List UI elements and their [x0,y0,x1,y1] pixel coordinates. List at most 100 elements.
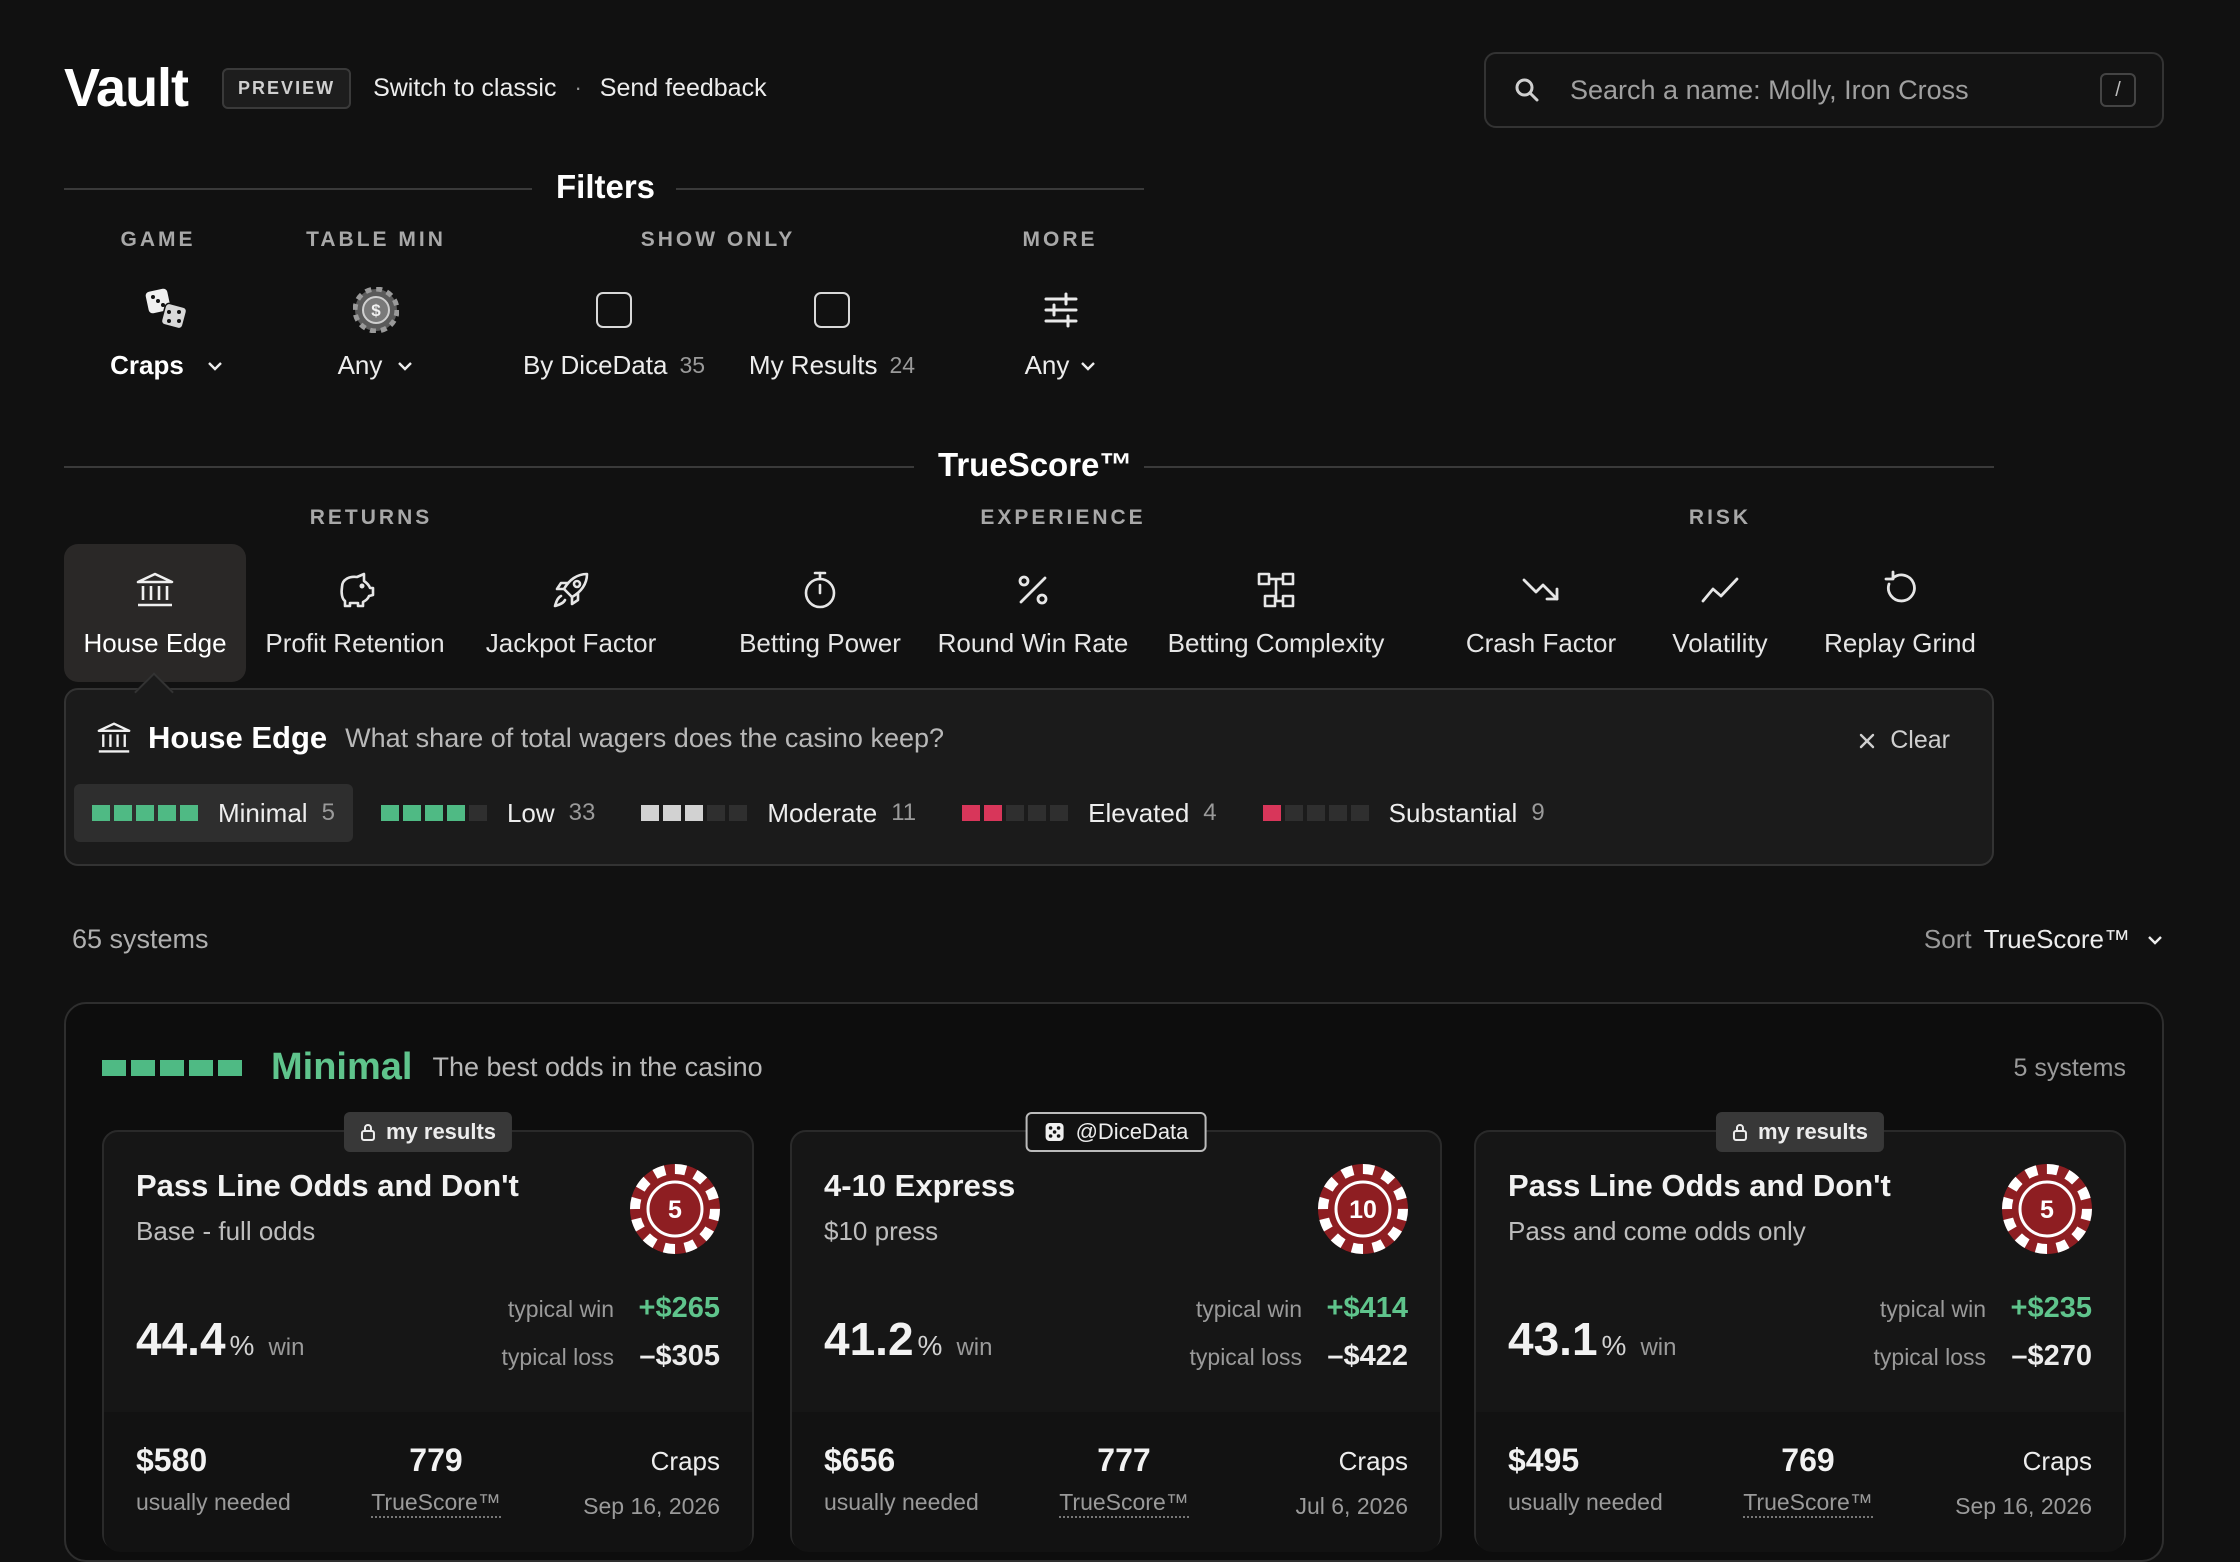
level-option-moderate[interactable]: Moderate 11 [623,784,934,842]
chip-icon: 10 [1318,1164,1408,1254]
sliders-icon [1042,286,1080,334]
by-dicedata-filter[interactable]: By DiceData 35 [518,286,710,381]
card-tag: @DiceData [1025,1112,1207,1152]
typical-win-label: typical win [1195,1296,1302,1322]
truescore-value: 769 [1781,1442,1835,1478]
header: Vault PREVIEW Switch to classic · Send f… [64,52,767,124]
typical-win-value: +$235 [2010,1292,2092,1324]
game-filter-value: Craps [110,350,184,380]
level-count: 11 [891,799,917,826]
win-pct: 44.4 [136,1313,226,1365]
bank-icon [97,722,131,753]
card-date: Sep 16, 2026 [1955,1493,2092,1519]
chip-icon: 5 [630,1164,720,1254]
experience-heading: EXPERIENCE [980,506,1146,529]
detail-title: House Edge [148,720,328,755]
clear-button[interactable]: Clear [1858,726,1950,755]
house-edge-detail-panel: House Edge What share of total wagers do… [64,688,1994,866]
game-name: Craps [1338,1446,1408,1476]
group-count: 5 systems [2013,1054,2126,1082]
switch-to-classic-link[interactable]: Switch to classic [373,73,557,102]
lock-icon [360,1124,375,1141]
truescore-label[interactable]: TrueScore™ [1059,1489,1189,1518]
table-min-heading: TABLE MIN [306,228,446,251]
pct-sign: % [229,1330,255,1361]
risk-heading: RISK [1688,506,1752,529]
search-box[interactable]: / [1484,52,2164,128]
dice-icon [1045,1123,1064,1141]
card-footer: $656 usually needed 777 TrueScore™ Craps Jul … [792,1412,1440,1552]
typical-win-value: +$414 [1326,1292,1408,1324]
chevron-down-icon [398,361,413,371]
more-filter[interactable]: Any [1006,286,1116,381]
send-feedback-link[interactable]: Send feedback [599,73,767,102]
level-option-minimal[interactable]: Minimal 5 [74,784,353,842]
header-separator: · [574,75,582,100]
truescore-label[interactable]: TrueScore™ [371,1489,501,1518]
by-dicedata-count: 35 [679,352,706,378]
needed-value: $656 [824,1442,896,1478]
needed-label: usually needed [136,1489,291,1515]
tab-profit-retention[interactable]: Profit Retention [254,544,456,682]
level-bars [641,805,751,821]
tab-round-win-rate[interactable]: Round Win Rate [930,544,1136,682]
chip-value: 5 [2040,1196,2054,1224]
level-name: Low [506,797,555,828]
pct-sign: % [1601,1330,1627,1361]
system-card[interactable]: @DiceData 4-10 Express $10 press 10 41.2% win… [790,1112,1442,1552]
typical-win-value: +$265 [638,1292,720,1324]
my-results-checkbox[interactable] [814,292,850,328]
tab-volatility[interactable]: Volatility [1652,544,1788,682]
level-option-elevated[interactable]: Elevated 4 [944,784,1235,842]
app-logo[interactable]: Vault [64,58,189,118]
svg-text:$: $ [371,301,381,320]
search-input[interactable] [1568,73,2100,107]
chevron-down-icon [207,361,222,371]
tab-replay-grind[interactable]: Replay Grind [1810,544,1990,682]
preview-badge: PREVIEW [222,67,352,109]
level-option-substantial[interactable]: Substantial 9 [1245,784,1563,842]
truescore-label[interactable]: TrueScore™ [1743,1489,1873,1518]
dice-icon [144,286,190,334]
stopwatch-icon [801,568,839,612]
level-option-low[interactable]: Low 33 [363,784,613,842]
search-shortcut-key: / [2100,73,2136,107]
sort-dropdown[interactable]: Sort TrueScore™ [1924,924,2164,955]
chip-icon: 5 [2002,1164,2092,1254]
tab-jackpot-factor[interactable]: Jackpot Factor [470,544,672,682]
tab-crash-factor[interactable]: Crash Factor [1448,544,1634,682]
system-card[interactable]: my results Pass Line Odds and Don't Base -… [102,1112,754,1552]
my-results-count: 24 [889,352,916,378]
win-rate: 44.4% win [136,1312,304,1366]
tab-betting-complexity[interactable]: Betting Complexity [1158,544,1394,682]
tab-label: Jackpot Factor [485,627,657,658]
more-filter-value: Any [1024,350,1070,380]
card-name: 4-10 Express [824,1168,1016,1203]
level-count: 5 [321,799,335,826]
system-card[interactable]: my results Pass Line Odds and Don't Pass a… [1474,1112,2126,1552]
tab-betting-power[interactable]: Betting Power [724,544,916,682]
win-rate: 43.1% win [1508,1312,1676,1366]
lock-icon [1732,1124,1747,1141]
sort-value: TrueScore™ [1983,924,2130,954]
coin-icon: $ [353,286,399,334]
trend-down-icon [1521,568,1561,612]
card-tag: my results [1715,1112,1885,1152]
typical-win-label: typical win [1879,1296,1986,1322]
chevron-down-icon [2148,935,2162,945]
card-tag-label: @DiceData [1075,1119,1189,1144]
tab-label: Betting Complexity [1167,627,1385,658]
typical-outcomes: typical win +$414 typical loss –$422 [1190,1292,1408,1388]
by-dicedata-label: By DiceData [522,350,668,380]
level-name: Minimal [218,797,308,828]
rocket-icon [551,568,591,612]
game-filter[interactable]: Craps [102,286,232,381]
by-dicedata-checkbox[interactable] [596,292,632,328]
tab-house-edge[interactable]: House Edge [64,544,246,682]
truescore-rule-right [1144,466,1994,468]
card-subtitle: $10 press [824,1216,939,1246]
group-title: Minimal [271,1046,413,1088]
table-min-filter[interactable]: $ Any [316,286,436,381]
level-name: Elevated [1088,797,1190,828]
my-results-filter[interactable]: My Results 24 [742,286,922,381]
